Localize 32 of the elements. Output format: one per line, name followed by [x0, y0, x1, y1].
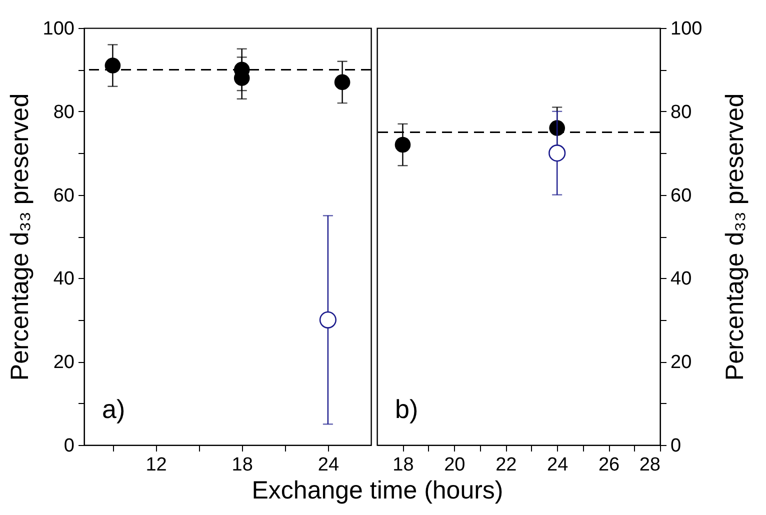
- y2-tick-label: 100: [670, 18, 702, 40]
- y-tick-label: 40: [53, 268, 74, 290]
- annotation: a): [102, 394, 126, 424]
- y-tick-label: 20: [53, 352, 74, 374]
- x-tick-label: 24: [318, 454, 340, 476]
- x-tick-label: 12: [146, 454, 167, 476]
- x-axis-title: Exchange time (hours): [252, 476, 504, 505]
- y-tick-label: 60: [53, 185, 74, 206]
- x-tick-label: 18: [392, 454, 414, 476]
- y2-tick-label: 20: [670, 352, 692, 374]
- point: [548, 144, 566, 162]
- x-tick-label: 18: [232, 454, 253, 476]
- y2-tick-label: 60: [670, 185, 692, 206]
- point: [549, 120, 565, 136]
- y2-tick-label: 80: [670, 102, 692, 123]
- y2-axis-title: Percentage d₃₃ preserved: [721, 93, 750, 381]
- x-tick-label: 26: [598, 454, 620, 476]
- x-tick-label: 28: [639, 454, 660, 476]
- point: [104, 58, 121, 74]
- x-tick-label: 24: [547, 454, 569, 476]
- point: [394, 136, 411, 153]
- y-tick-label: 0: [64, 436, 74, 456]
- y2-tick-label: 40: [670, 268, 692, 290]
- x-tick-label: 20: [444, 454, 466, 476]
- y2-tick-label: 0: [670, 436, 682, 456]
- annotation: b): [395, 394, 418, 424]
- point: [334, 74, 350, 90]
- y-tick-label: 100: [42, 18, 74, 40]
- y-tick-label: 80: [53, 102, 74, 123]
- x-tick-label: 22: [496, 454, 517, 476]
- point: [319, 311, 337, 328]
- y-axis-title: Percentage d₃₃ preserved: [6, 93, 34, 381]
